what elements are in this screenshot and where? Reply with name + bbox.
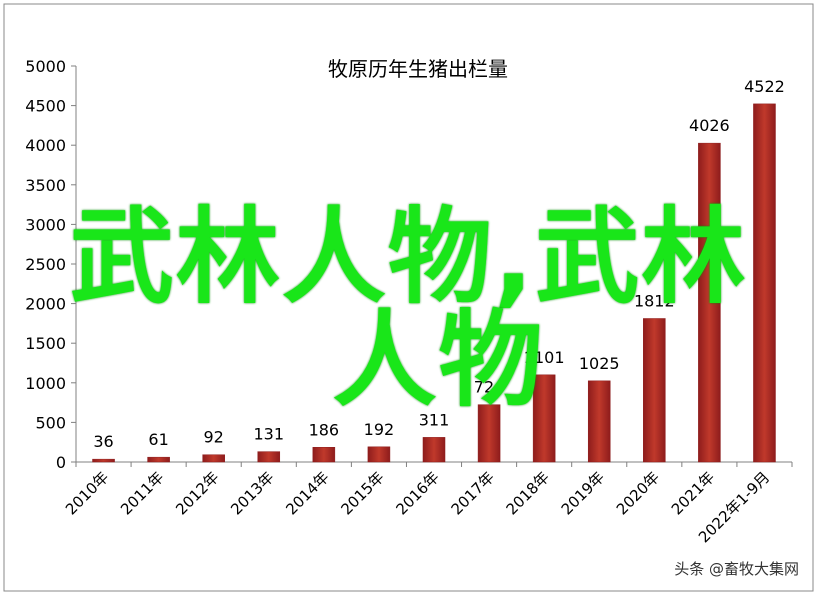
data-label: 36 (93, 432, 113, 451)
chart-frame (3, 3, 814, 592)
data-label: 724 (474, 378, 505, 397)
y-tick-label: 4500 (25, 97, 66, 116)
source-credit: 头条 @畜牧大集网 (674, 560, 799, 578)
bar (698, 142, 721, 463)
bar (367, 446, 391, 463)
y-tick-label: 0 (56, 453, 66, 472)
data-label: 61 (148, 430, 168, 449)
y-tick-label: 2000 (25, 295, 66, 314)
bar (643, 318, 666, 463)
bar (532, 374, 556, 463)
y-tick-label: 3500 (25, 176, 66, 195)
y-tick-label: 5000 (25, 57, 66, 76)
bar (477, 404, 501, 463)
bar (147, 456, 170, 463)
data-label: 131 (253, 425, 284, 444)
bar (587, 380, 611, 463)
data-label: 1025 (579, 354, 620, 373)
data-label: 186 (309, 420, 340, 439)
watermark-text-line-2: 人物 (332, 299, 545, 421)
bar (422, 437, 446, 463)
y-tick-label: 1500 (25, 334, 66, 353)
watermark-text-line-1: 武林人物,武林 (69, 196, 748, 318)
data-label: 4522 (744, 77, 785, 96)
bar (753, 103, 776, 463)
data-label: 92 (204, 428, 224, 447)
data-label: 1812 (634, 291, 675, 310)
y-tick-label: 3000 (25, 215, 66, 234)
bar (92, 458, 115, 463)
bar (202, 454, 225, 463)
bar (312, 447, 336, 463)
y-tick-label: 500 (35, 413, 66, 432)
bar (257, 451, 281, 463)
data-label: 1101 (524, 348, 565, 367)
data-label: 4026 (689, 116, 730, 135)
data-label: 192 (364, 420, 395, 439)
data-label: 311 (419, 410, 450, 429)
y-tick-label: 4000 (25, 136, 66, 155)
chart-title: 牧原历年生猪出栏量 (328, 57, 508, 81)
y-tick-label: 2500 (25, 255, 66, 274)
y-tick-label: 1000 (25, 374, 66, 393)
